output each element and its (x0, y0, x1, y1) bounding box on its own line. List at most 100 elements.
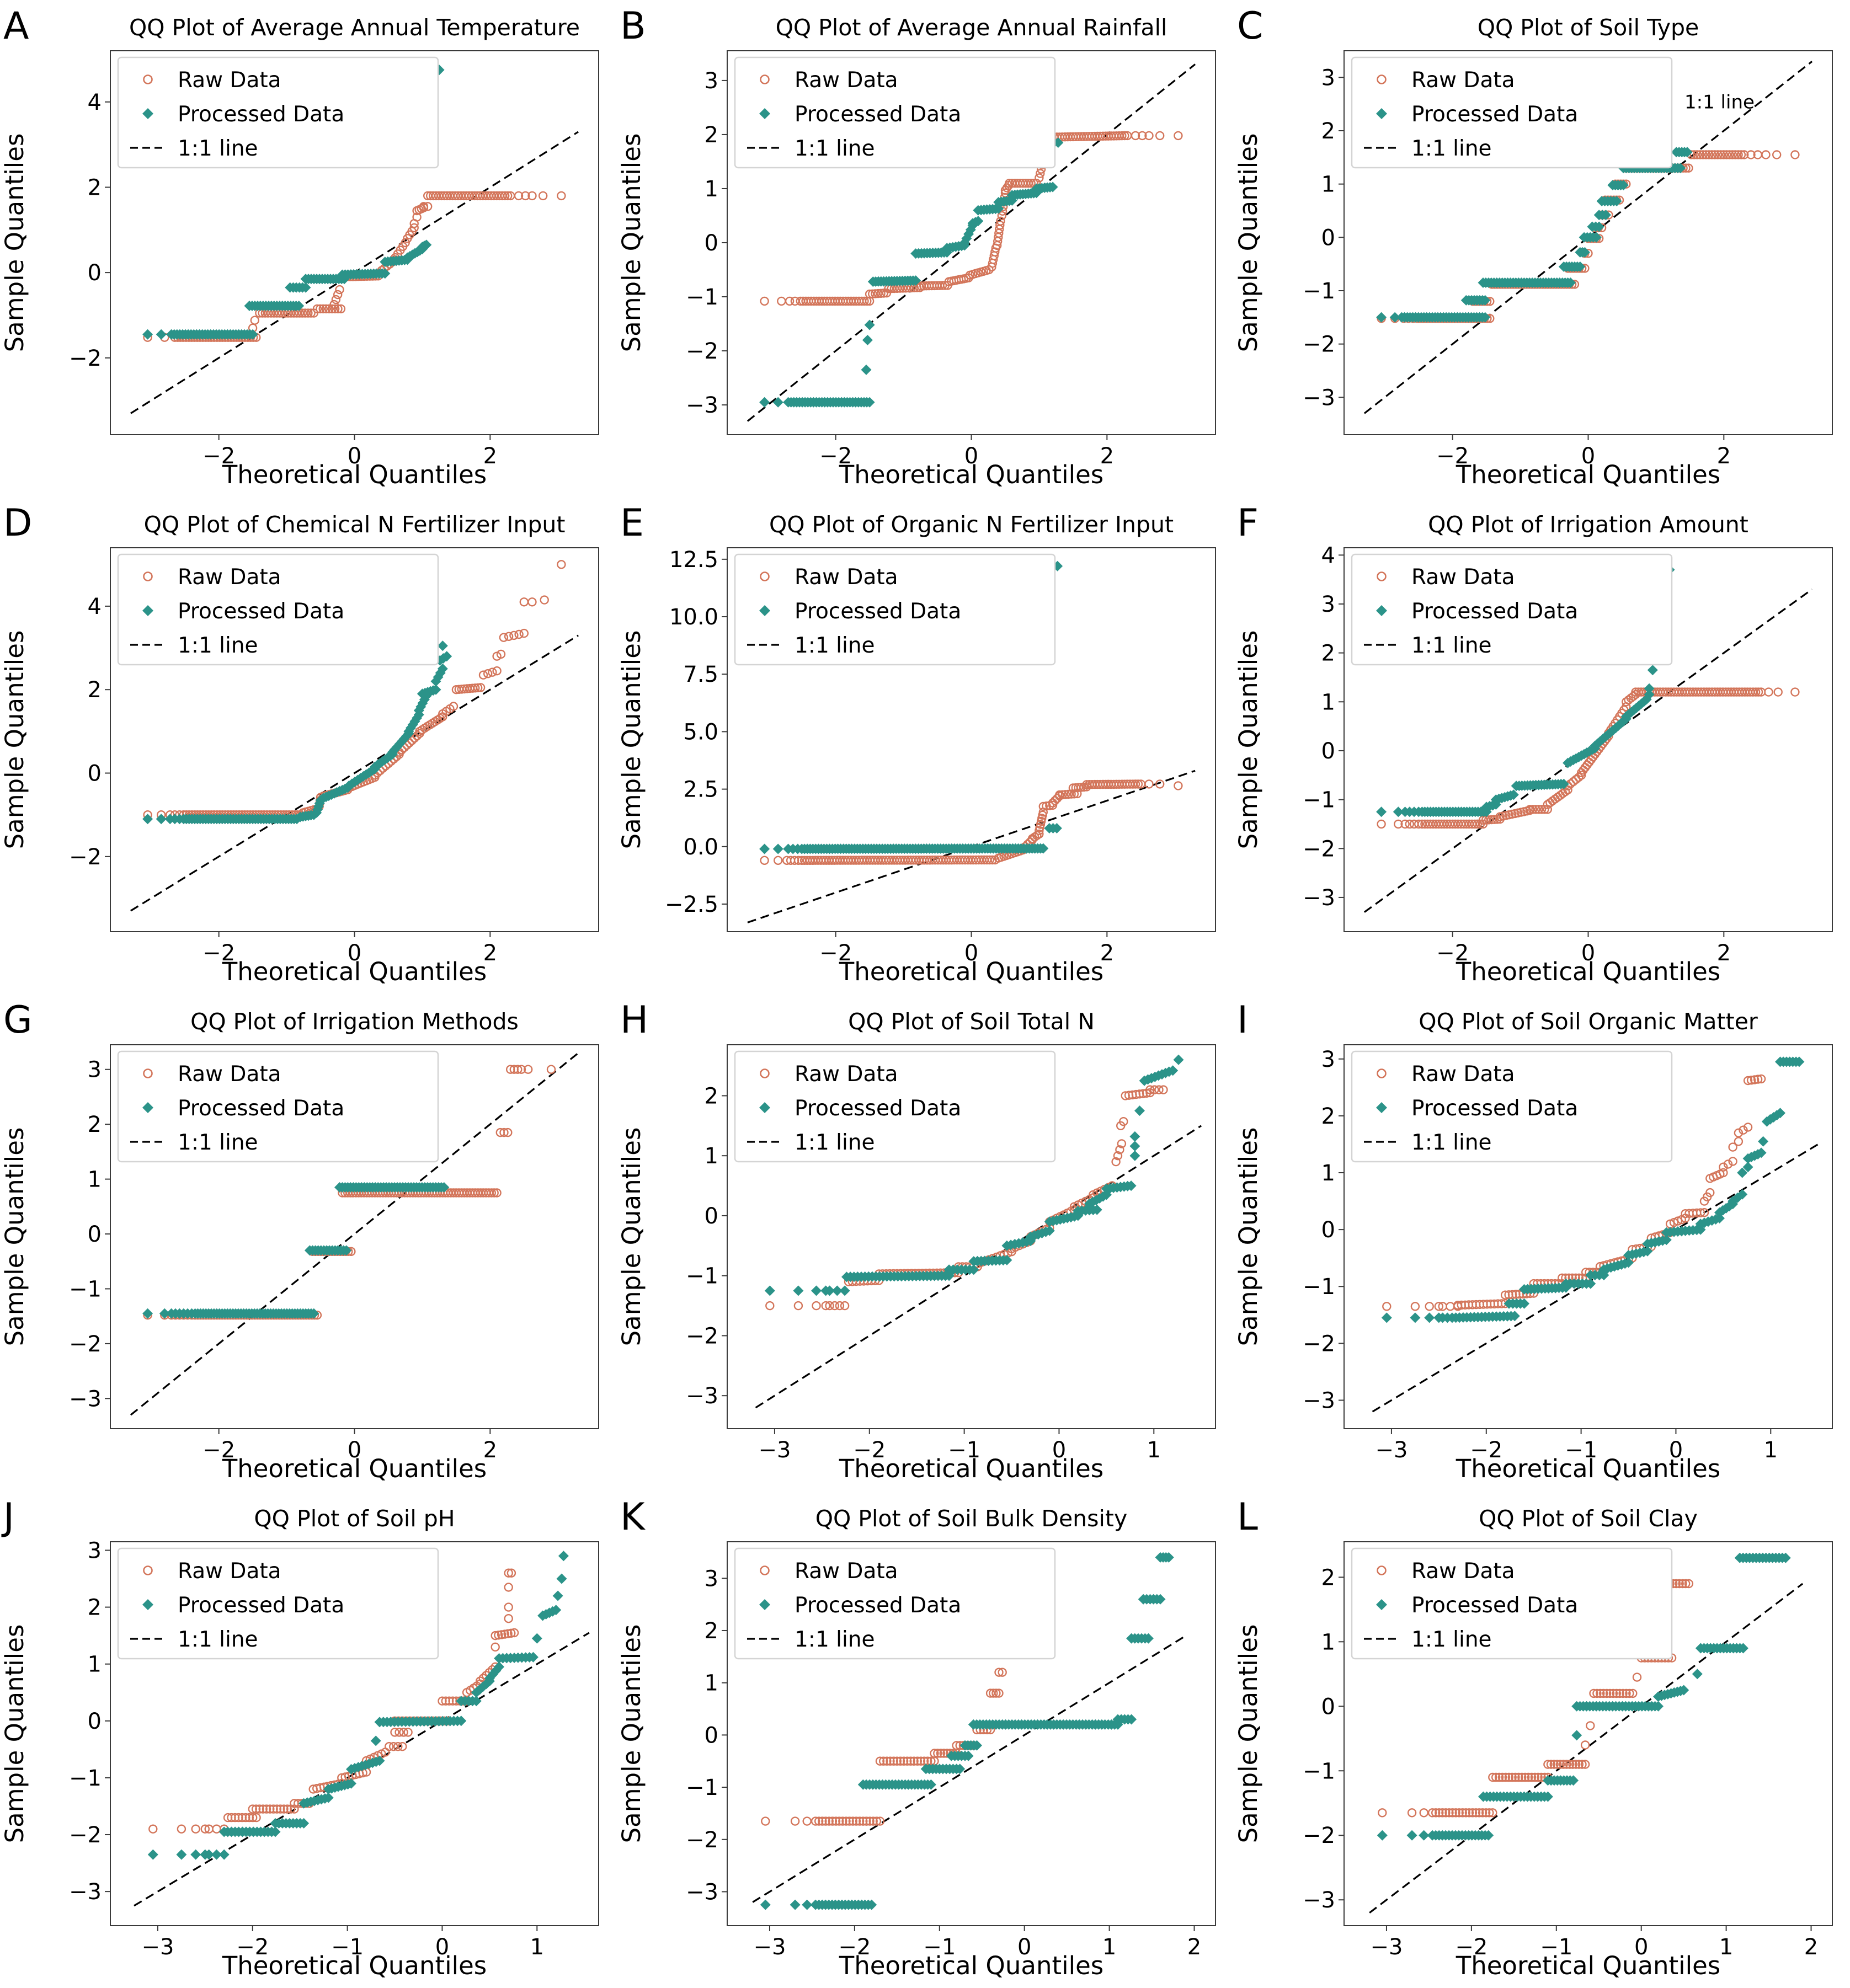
chart-title: QQ Plot of Soil Organic Matter (1419, 1008, 1758, 1035)
y-axis-tick-label: −1 (686, 1264, 718, 1289)
legend-label-processed: Processed Data (795, 1593, 961, 1618)
legend-label-processed: Processed Data (1411, 599, 1578, 624)
y-axis-tick-label: 4 (88, 90, 102, 115)
legend: Raw Data Processed Data 1:1 line (734, 553, 1056, 666)
processed-data-series (759, 137, 1064, 408)
y-axis-tick-label: 1 (1321, 690, 1335, 715)
y-axis-tick-label: 0 (1321, 1694, 1335, 1719)
x-axis-label: Theoretical Quantiles (839, 1454, 1104, 1483)
legend-box (1351, 1547, 1673, 1660)
panel-letter: E (620, 501, 644, 545)
y-axis-tick-label: −2 (69, 845, 102, 870)
x-axis-tick-label: −3 (753, 1934, 786, 1960)
legend-label-processed: Processed Data (795, 102, 961, 127)
qq-plot-canvas-a: A QQ Plot of Average Annual Temperature −2… (0, 4, 599, 489)
legend-label-raw: Raw Data (795, 1062, 898, 1087)
y-axis-tick-label: 3 (88, 1538, 102, 1563)
legend-label-processed: Processed Data (795, 1096, 961, 1121)
x-axis-tick-label: −1 (948, 1437, 980, 1463)
y-axis-tick-label: 1 (705, 1671, 718, 1696)
y-axis-tick-label: 2.5 (683, 777, 718, 803)
identity-line (747, 63, 1196, 422)
identity-line (755, 1125, 1202, 1409)
y-axis-tick-label: 3 (1321, 592, 1335, 617)
legend-processed-marker (759, 1599, 770, 1610)
x-axis-label: Theoretical Quantiles (1456, 460, 1721, 489)
legend-raw-marker (760, 1068, 770, 1078)
y-axis-tick-label: 2 (705, 1618, 718, 1644)
x-axis-tick-label: 1 (1719, 1934, 1733, 1960)
legend-label-raw: Raw Data (178, 1559, 281, 1584)
legend-raw-marker (1377, 1565, 1387, 1575)
y-axis-tick-label: −3 (686, 1383, 718, 1409)
panel-letter: A (3, 4, 29, 48)
processed-data-series (764, 1054, 1184, 1296)
panel-letter: G (3, 998, 33, 1042)
y-axis-tick-label: 2 (705, 1083, 718, 1109)
y-axis-tick-label: 0 (88, 1222, 102, 1247)
y-axis-tick-label: 3 (1321, 65, 1335, 90)
x-axis-tick-label: 1 (1147, 1437, 1161, 1463)
legend-label-processed: Processed Data (178, 1593, 344, 1618)
legend-label-line: 1:1 line (795, 1627, 875, 1652)
x-axis-tick-label: 1 (1102, 1934, 1116, 1960)
y-axis-tick-label: −1 (686, 1775, 718, 1800)
y-axis-tick-label: −1 (1303, 1759, 1335, 1784)
x-axis-tick-label: 2 (483, 940, 497, 966)
legend-raw-marker (143, 74, 153, 84)
legend-processed-marker (759, 605, 770, 616)
x-axis-tick-label: 0 (348, 443, 361, 469)
x-axis-label: Theoretical Quantiles (222, 1454, 487, 1483)
legend-raw-marker (1377, 571, 1387, 581)
x-axis-label: Theoretical Quantiles (1456, 1454, 1721, 1483)
panel-letter: B (620, 4, 646, 48)
qq-plot-canvas-e: E QQ Plot of Organic N Fertilizer Input −2… (617, 501, 1216, 986)
y-axis-tick-label: 0 (1321, 739, 1335, 764)
legend-processed-marker (142, 108, 153, 119)
x-axis-tick-label: 0 (1581, 443, 1595, 469)
legend: Raw Data Processed Data 1:1 line (1351, 1547, 1673, 1660)
y-axis-tick-label: −2 (686, 339, 718, 364)
y-axis-label: Sample Quantiles (0, 1624, 29, 1843)
legend: Raw Data Processed Data 1:1 line (117, 553, 439, 666)
x-axis-tick-label: 0 (1052, 1437, 1066, 1463)
legend-label-processed: Processed Data (178, 599, 344, 624)
qq-plot-canvas-l: L QQ Plot of Soil Clay −3 −2 −1 0 1 2 −3 −2 −1 0 1 2 T… (1234, 1495, 1833, 1980)
processed-data-series (142, 65, 445, 340)
chart-title: QQ Plot of Soil Bulk Density (815, 1505, 1128, 1532)
y-axis-tick-label: 5.0 (683, 719, 718, 745)
x-axis-tick-label: −2 (1436, 443, 1469, 469)
legend-processed-marker (759, 1102, 770, 1113)
qq-panel-h: H QQ Plot of Soil Total N −3 −2 −1 0 1 −3 −2 −1 0 1… (617, 994, 1233, 1491)
panel-letter: L (1237, 1495, 1258, 1539)
x-axis-label: Theoretical Quantiles (1456, 1951, 1721, 1980)
x-axis-tick-label: −3 (1375, 1437, 1408, 1463)
y-axis-tick-label: 2 (1321, 641, 1335, 666)
x-axis-tick-label: 2 (1717, 443, 1731, 469)
x-axis-tick-label: 0 (435, 1934, 449, 1960)
x-axis-tick-label: −2 (202, 443, 235, 469)
y-axis-label: Sample Quantiles (0, 1127, 29, 1346)
inline-annotation: 1:1 line (1684, 91, 1755, 113)
chart-title: QQ Plot of Soil Total N (848, 1008, 1095, 1035)
x-axis-tick-label: 0 (1634, 1934, 1648, 1960)
x-axis-label: Theoretical Quantiles (1456, 957, 1721, 986)
identity-line (1369, 1583, 1804, 1914)
x-axis-tick-label: 2 (1100, 940, 1114, 966)
legend: Raw Data Processed Data 1:1 line (734, 1050, 1056, 1163)
x-axis-label: Theoretical Quantiles (839, 1951, 1104, 1980)
chart-title: QQ Plot of Average Annual Temperature (129, 14, 580, 41)
x-axis-tick-label: −2 (853, 1437, 886, 1463)
y-axis-tick-label: 0 (705, 1204, 718, 1229)
x-axis-label: Theoretical Quantiles (222, 957, 487, 986)
legend-label-raw: Raw Data (795, 1559, 898, 1584)
y-axis-tick-label: 10.0 (669, 605, 718, 630)
y-axis-tick-label: −2 (69, 1823, 102, 1848)
chart-title: QQ Plot of Soil pH (254, 1505, 455, 1532)
y-axis-tick-label: −2 (1303, 1331, 1335, 1356)
legend-raw-marker (760, 74, 770, 84)
qq-panel-k: K QQ Plot of Soil Bulk Density −3 −2 −1 0 1 2 −3… (617, 1491, 1233, 1988)
legend-label-line: 1:1 line (1411, 136, 1492, 161)
y-axis-tick-label: 2 (88, 1595, 102, 1621)
